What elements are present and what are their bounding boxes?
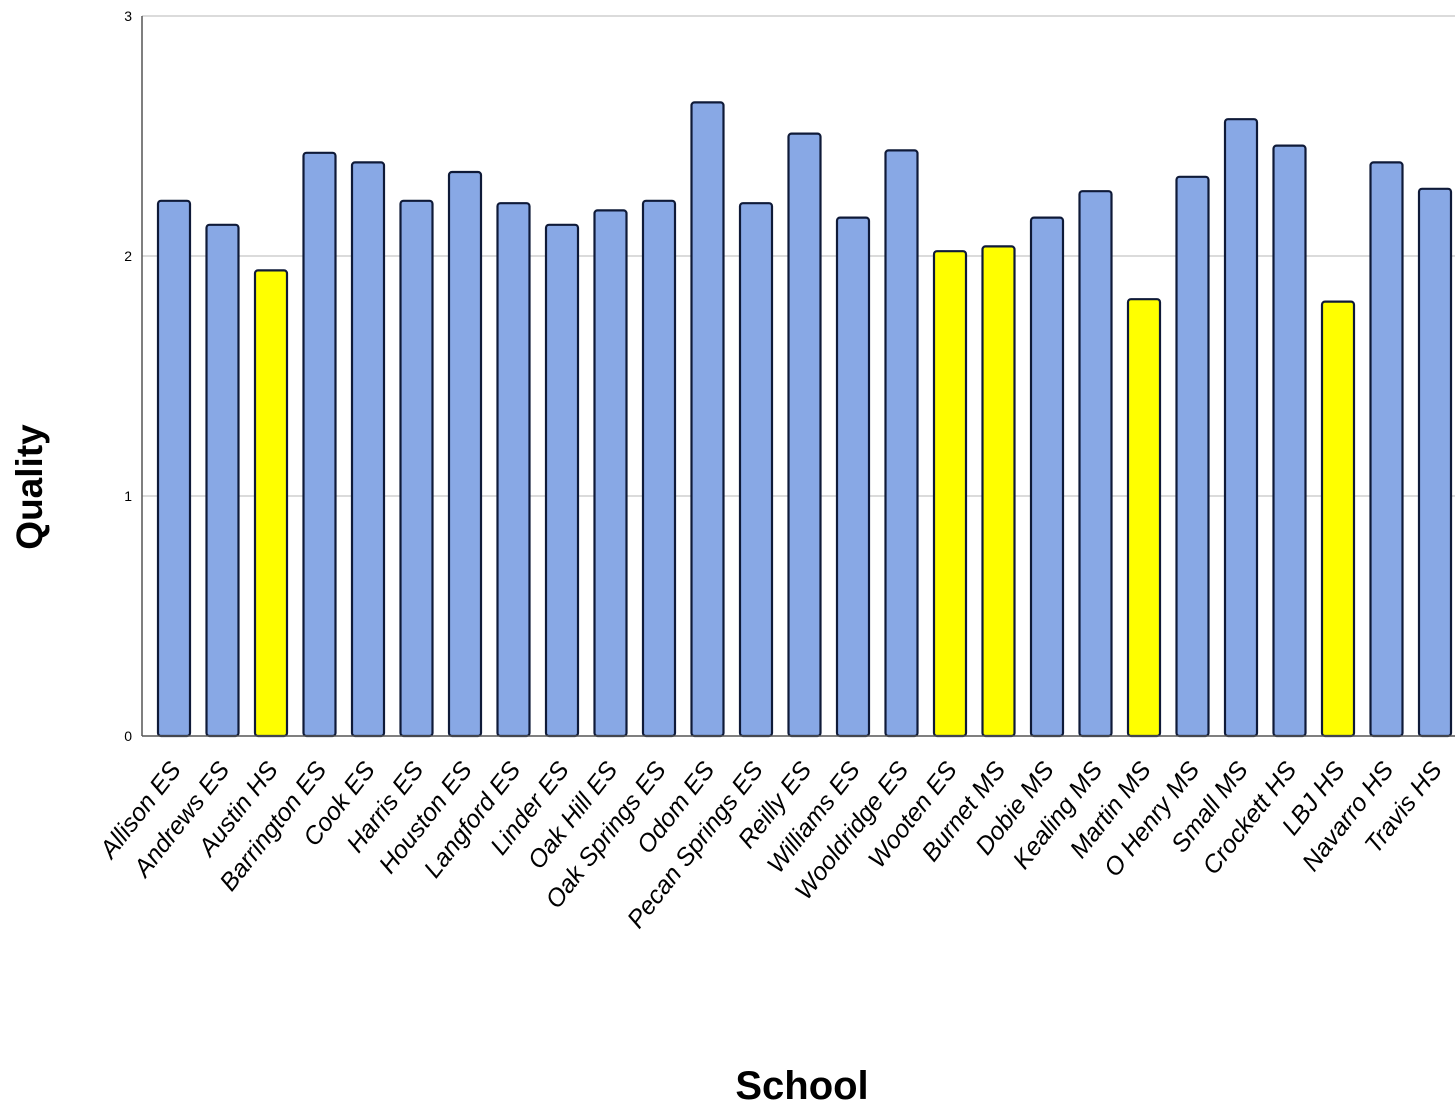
bar-dobie-ms (1029, 216, 1065, 738)
bar-allison-es (156, 199, 192, 738)
x-axis-title: School (735, 1064, 868, 1107)
bar-pecan-springs-es (738, 202, 774, 738)
y-tick-labels: 0 1 2 3 (124, 8, 132, 744)
bar-martin-ms (1126, 298, 1162, 738)
bar-burnet-ms (981, 245, 1016, 738)
bar-odom-es (690, 101, 725, 738)
y-tick-label-3: 3 (124, 8, 132, 24)
bar-wooten-es (932, 250, 968, 738)
bar-travis-hs (1417, 187, 1453, 738)
axis-layer (141, 16, 1455, 737)
y-tick-label-2: 2 (124, 248, 132, 264)
y-axis-title: Quality (9, 424, 50, 550)
bar-austin-hs (253, 269, 289, 738)
bar-langford-es (496, 202, 531, 738)
bar-linder-es (544, 223, 580, 738)
bar-o-henry-ms (1175, 175, 1210, 738)
bar-small-ms (1223, 118, 1259, 738)
bar-harris-es (399, 199, 434, 738)
bar-houston-es (447, 170, 483, 738)
bar-kealing-ms (1078, 190, 1113, 738)
bar-oak-hill-es (593, 209, 628, 738)
bar-navarro-hs (1369, 161, 1404, 738)
bar-oak-springs-es (641, 199, 677, 738)
bar-lbj-hs (1320, 300, 1356, 738)
bar-barrington-es (302, 151, 337, 738)
bar-andrews-es (205, 223, 240, 738)
bar-cook-es (350, 161, 386, 738)
bar-williams-es (835, 216, 871, 738)
bar-crockett-hs (1272, 144, 1307, 738)
y-tick-label-1: 1 (124, 488, 132, 504)
y-tick-label-0: 0 (124, 728, 132, 744)
bar-wooldridge-es (884, 149, 919, 738)
bar-reilly-es (787, 132, 822, 738)
bar-layer (156, 101, 1453, 738)
